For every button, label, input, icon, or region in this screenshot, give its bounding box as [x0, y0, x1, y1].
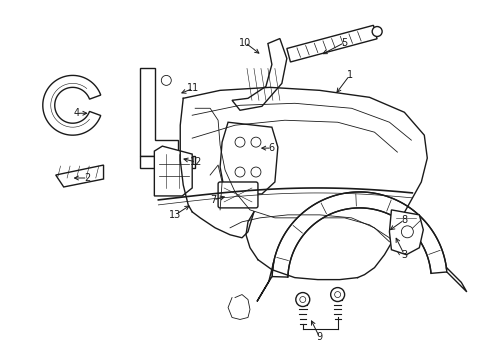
Circle shape: [401, 226, 412, 238]
Polygon shape: [257, 261, 273, 301]
Circle shape: [295, 293, 309, 306]
Circle shape: [250, 167, 261, 177]
Text: 4: 4: [73, 108, 80, 118]
Bar: [286, 25, 376, 62]
Text: 9: 9: [316, 332, 322, 342]
Polygon shape: [140, 156, 195, 168]
Text: 1: 1: [346, 71, 352, 80]
Polygon shape: [220, 122, 277, 194]
Polygon shape: [232, 39, 286, 110]
Polygon shape: [446, 267, 466, 292]
Text: 11: 11: [187, 84, 199, 93]
Text: 8: 8: [401, 215, 407, 225]
Circle shape: [250, 137, 261, 147]
Text: 10: 10: [238, 37, 251, 48]
Text: 12: 12: [190, 157, 202, 167]
Circle shape: [235, 167, 244, 177]
Polygon shape: [271, 192, 446, 277]
Polygon shape: [140, 68, 178, 156]
Circle shape: [334, 292, 340, 298]
Circle shape: [235, 137, 244, 147]
Polygon shape: [43, 75, 101, 135]
FancyBboxPatch shape: [218, 182, 258, 208]
Text: 6: 6: [268, 143, 274, 153]
Text: 5: 5: [341, 37, 347, 48]
Circle shape: [161, 75, 171, 85]
Circle shape: [299, 297, 305, 302]
Polygon shape: [56, 165, 103, 187]
Text: 13: 13: [169, 210, 181, 220]
Text: 2: 2: [84, 173, 91, 183]
Text: 3: 3: [401, 250, 407, 260]
Text: 7: 7: [209, 195, 216, 205]
Polygon shape: [388, 210, 423, 255]
Polygon shape: [154, 146, 192, 196]
Circle shape: [371, 27, 381, 36]
Circle shape: [330, 288, 344, 302]
